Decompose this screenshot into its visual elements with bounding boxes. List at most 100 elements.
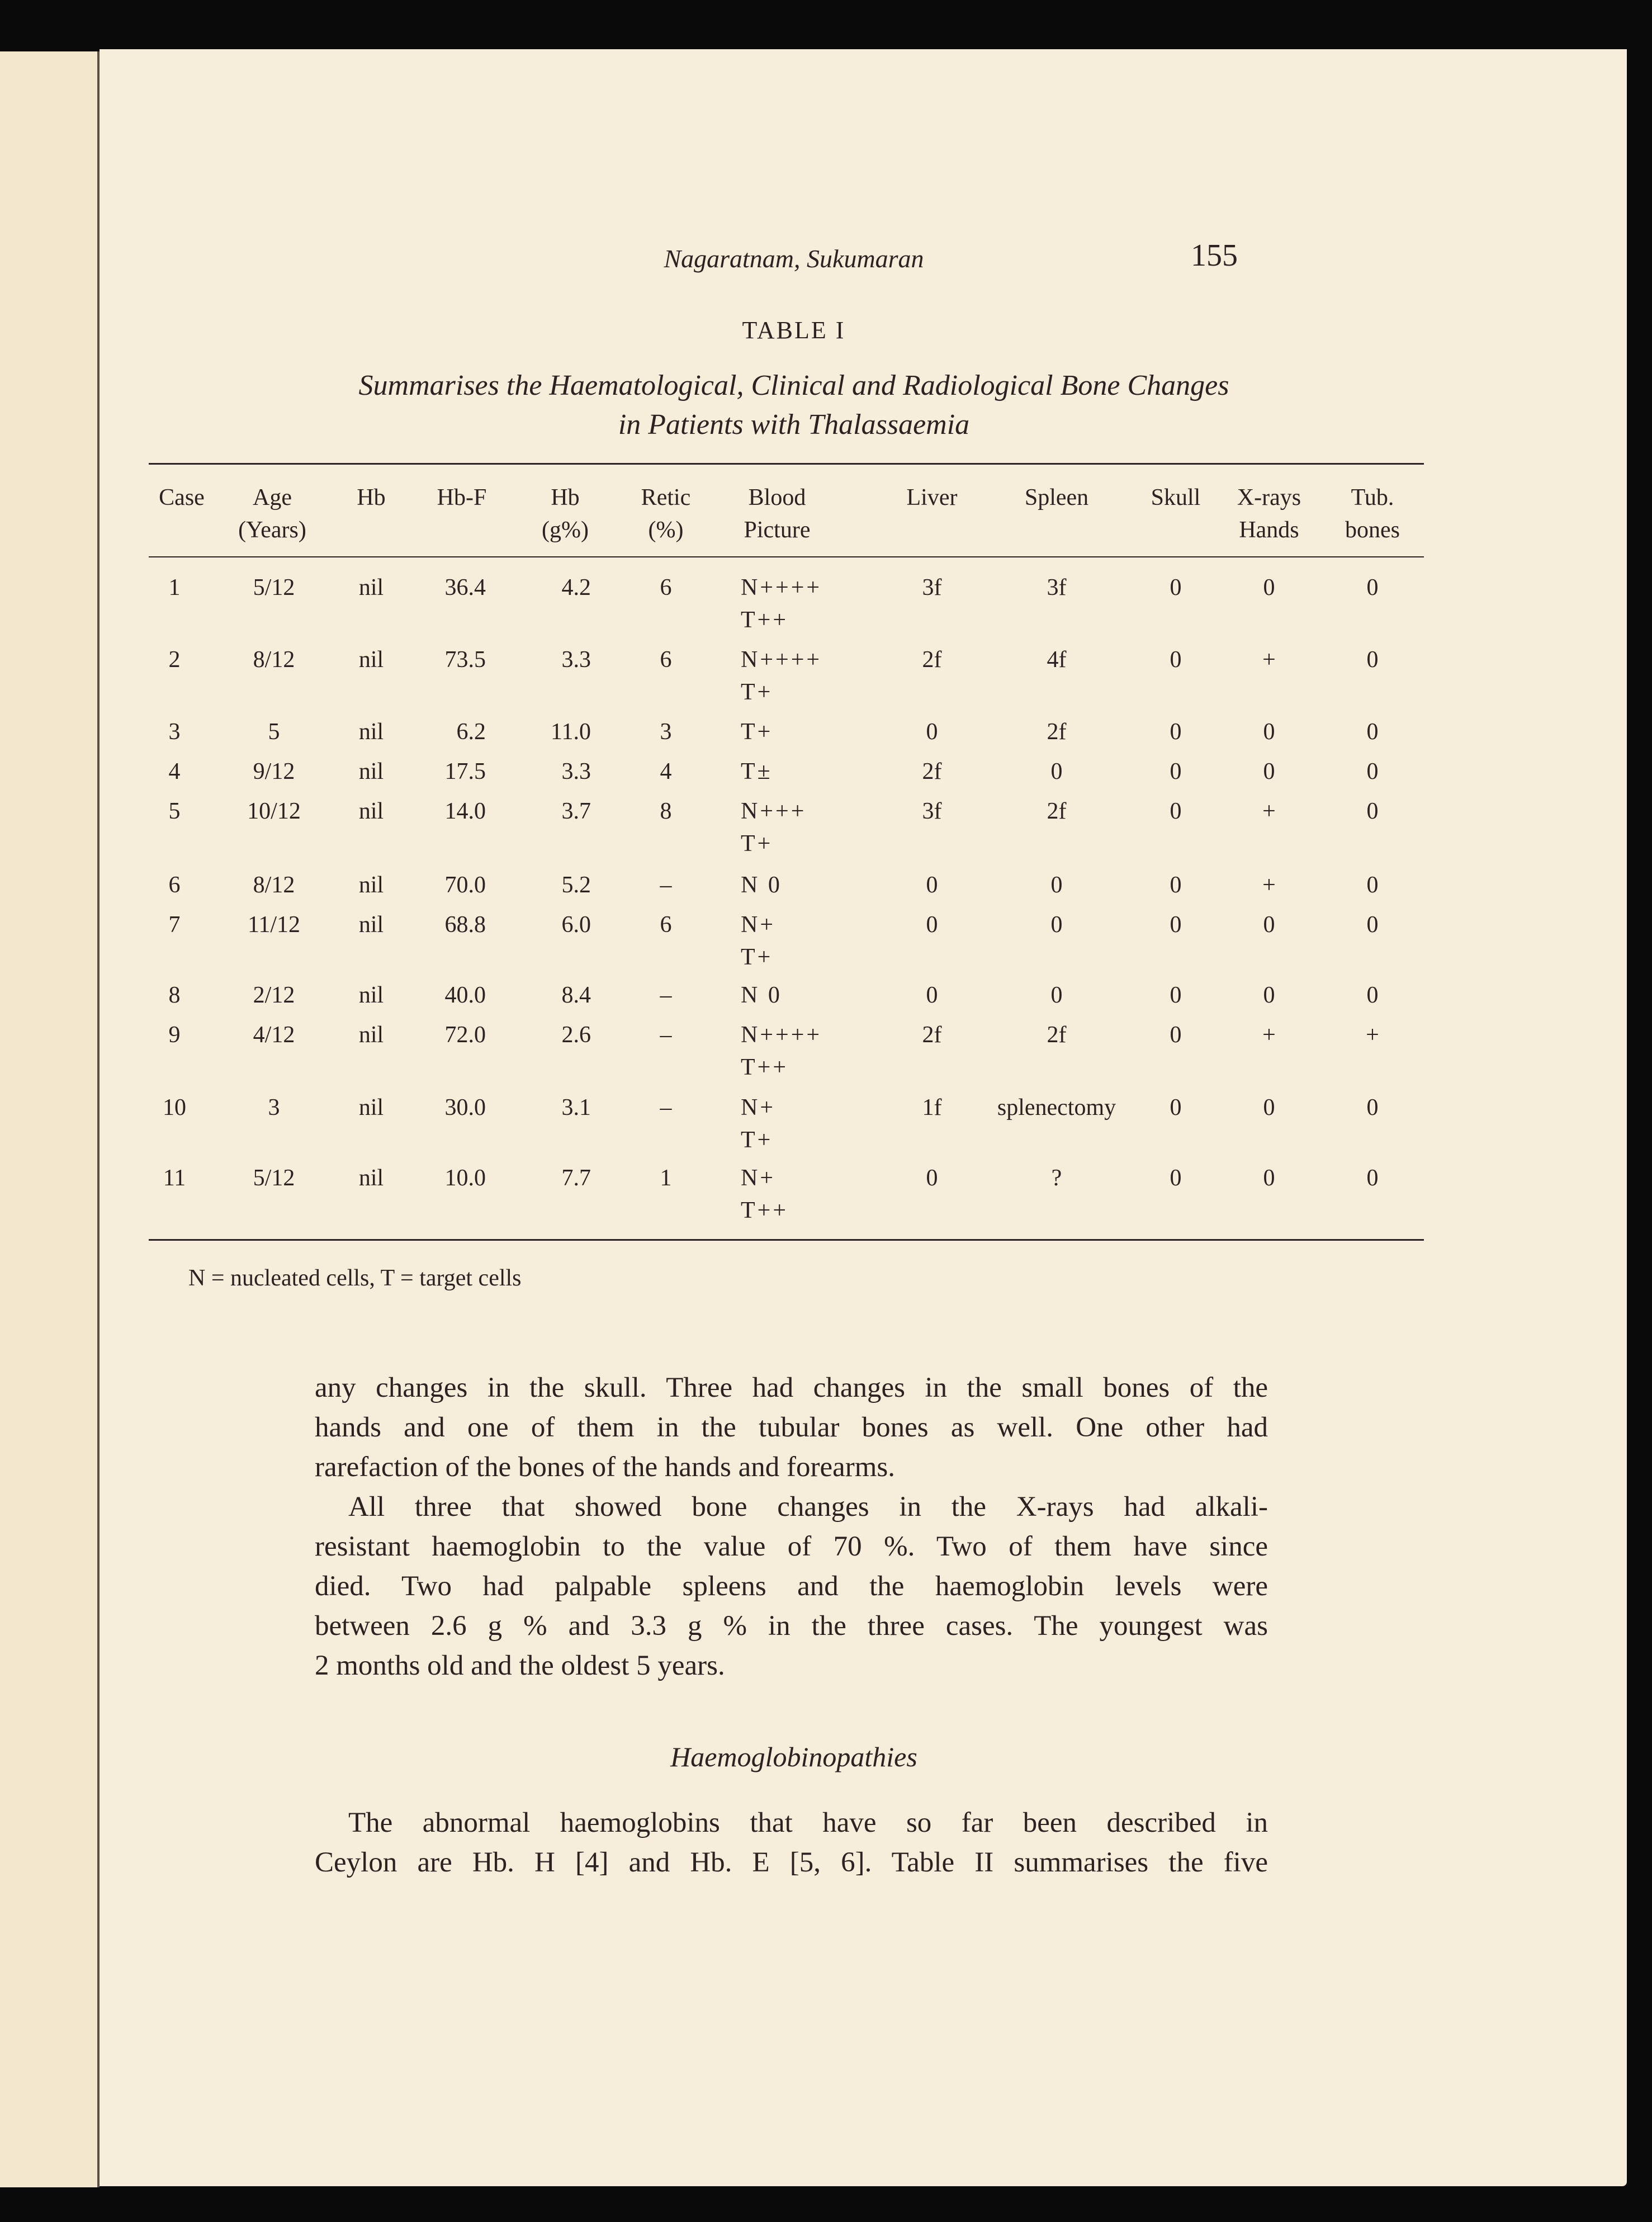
page-number: 155 — [1191, 238, 1238, 273]
table-cell-blood: T+ — [741, 1127, 773, 1153]
table-cell-hbg: 4.2 — [561, 575, 591, 601]
text-line: All three that showed bone changes in th… — [348, 1491, 1268, 1523]
table-cell-skull: 0 — [1170, 1022, 1182, 1048]
column-header: Liver — [906, 485, 958, 510]
table-cell-blood: T++ — [741, 607, 789, 633]
table-cell-retic: – — [660, 1022, 672, 1048]
table-cell-blood: T+ — [741, 719, 773, 745]
table-cell-blood: N 0 — [741, 982, 782, 1008]
page-fold — [97, 51, 100, 2187]
table-cell-retic: 8 — [660, 798, 672, 824]
table-cell-hands: 0 — [1263, 912, 1275, 938]
table-cell-blood: N++++ — [741, 647, 822, 673]
table-cell-blood: T+ — [741, 831, 773, 857]
table-cell-tub: 0 — [1366, 798, 1379, 824]
text-line: Ceylon are Hb. H [4] and Hb. E [5, 6]. T… — [315, 1847, 1268, 1878]
table-cell-retic: 3 — [660, 719, 672, 745]
table-cell-tub: 0 — [1366, 759, 1379, 784]
column-header: (Years) — [238, 517, 306, 543]
table-cell-blood: N+ — [741, 912, 776, 938]
table-cell-liver: 0 — [926, 1165, 938, 1191]
table-cell-liver: 0 — [926, 719, 938, 745]
table-cell-hbf: 17.5 — [444, 759, 486, 784]
table-cell-hbg: 3.1 — [561, 1095, 591, 1121]
table-cell-blood: N++++ — [741, 1022, 822, 1048]
column-header: Hb-F — [437, 485, 487, 510]
page — [100, 49, 1627, 2186]
table-caption-line: in Patients with Thalassaemia — [618, 409, 970, 441]
column-header: Blood — [748, 485, 806, 510]
table-cell-age: 5/12 — [253, 1165, 295, 1191]
table-cell-blood: N+++ — [741, 798, 807, 824]
table-cell-tub: + — [1366, 1022, 1379, 1048]
table-cell-age: 8/12 — [253, 647, 295, 673]
table-cell-spleen: 0 — [1050, 982, 1063, 1008]
table-cell-spleen: 2f — [1047, 1022, 1067, 1048]
table-cell-hbg: 6.0 — [561, 912, 591, 938]
table-cell-liver: 0 — [926, 912, 938, 938]
table-cell-tub: 0 — [1366, 912, 1379, 938]
table-cell-tub: 0 — [1366, 1095, 1379, 1121]
table-cell-liver: 2f — [922, 759, 942, 784]
table-cell-liver: 0 — [926, 982, 938, 1008]
table-cell-spleen: 0 — [1050, 912, 1063, 938]
table-cell-age: 10/12 — [247, 798, 301, 824]
table-cell-skull: 0 — [1170, 759, 1182, 784]
table-cell-hands: + — [1262, 798, 1276, 824]
table-cell-skull: 0 — [1170, 982, 1182, 1008]
table-cell-liver: 2f — [922, 1022, 942, 1048]
table-cell-hands: 0 — [1263, 982, 1275, 1008]
table-cell-liver: 0 — [926, 872, 938, 898]
table-cell-hands: 0 — [1263, 575, 1275, 601]
table-cell-hbf: 68.8 — [444, 912, 486, 938]
running-title: Nagaratnam, Sukumaran — [664, 244, 924, 273]
table-cell-retic: – — [660, 872, 672, 898]
table-cell-tub: 0 — [1366, 982, 1379, 1008]
table-cell-blood: T+ — [741, 679, 773, 705]
column-header: Tub. — [1351, 485, 1394, 510]
table-cell-age: 3 — [268, 1095, 280, 1121]
text-line: rarefaction of the bones of the hands an… — [315, 1452, 896, 1483]
table-cell-tub: 0 — [1366, 647, 1379, 673]
column-header: Age — [253, 485, 292, 510]
table-cell-hbf: 72.0 — [444, 1022, 486, 1048]
table-cell-blood: N 0 — [741, 872, 782, 898]
table-cell-retic: – — [660, 1095, 672, 1121]
table-cell-hb: nil — [358, 719, 384, 745]
table-cell-spleen: 2f — [1047, 798, 1067, 824]
previous-page-edge — [0, 51, 98, 2187]
column-header: Retic — [641, 485, 691, 510]
table-cell-case: 2 — [168, 647, 181, 673]
table-cell-liver: 2f — [922, 647, 942, 673]
table-cell-spleen: 4f — [1047, 647, 1067, 673]
table-cell-hbg: 11.0 — [551, 719, 591, 745]
section-heading: Haemoglobinopathies — [670, 1741, 917, 1772]
table-cell-age: 5/12 — [253, 575, 295, 601]
table-cell-case: 11 — [163, 1165, 186, 1191]
table-cell-retic: 4 — [660, 759, 672, 784]
table-label: TABLE I — [742, 316, 846, 344]
table-cell-blood: T++ — [741, 1198, 789, 1223]
column-header: (g%) — [542, 517, 589, 543]
table-cell-age: 4/12 — [253, 1022, 295, 1048]
table-cell-retic: 1 — [660, 1165, 672, 1191]
table-cell-tub: 0 — [1366, 872, 1379, 898]
table-cell-hbg: 3.3 — [561, 759, 591, 784]
table-cell-hands: + — [1262, 872, 1276, 898]
table-cell-hbg: 3.7 — [561, 798, 591, 824]
text-line: The abnormal haemoglobins that have so f… — [348, 1807, 1268, 1838]
table-cell-spleen: 3f — [1047, 575, 1067, 601]
table-cell-hb: nil — [358, 872, 384, 898]
table-cell-hands: 0 — [1263, 1165, 1275, 1191]
table-cell-case: 6 — [168, 872, 181, 898]
table-cell-retic: 6 — [660, 647, 672, 673]
table-cell-skull: 0 — [1170, 1095, 1182, 1121]
table-cell-hbf: 40.0 — [444, 982, 486, 1008]
table-cell-case: 7 — [168, 912, 181, 938]
table-cell-hands: + — [1262, 1022, 1276, 1048]
table-cell-blood: N++++ — [741, 575, 822, 601]
table-cell-case: 1 — [168, 575, 181, 601]
text-line: 2 months old and the oldest 5 years. — [315, 1650, 725, 1681]
table-cell-liver: 1f — [922, 1095, 942, 1121]
table-cell-hbf: 6.2 — [456, 719, 486, 745]
